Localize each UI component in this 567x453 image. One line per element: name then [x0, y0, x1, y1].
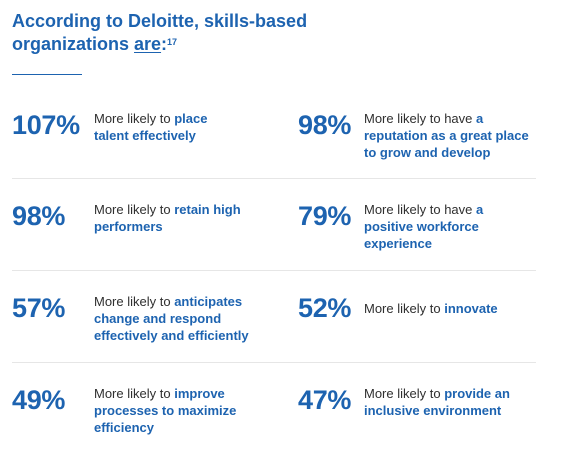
stat-item-7: 49%: [12, 385, 65, 415]
row-divider: [12, 362, 536, 363]
stat-lead: More likely to: [94, 111, 175, 126]
stat-description-2: More likely to have a reputation as a gr…: [364, 110, 534, 161]
stat-description-5: More likely to anticipates change and re…: [94, 293, 264, 344]
stat-value: 57%: [12, 293, 66, 323]
stat-highlight: provide an inclusive environment: [364, 386, 510, 418]
title-underlined-word: are: [134, 34, 162, 54]
stat-item-5: 57%: [12, 293, 65, 323]
stat-description-8: More likely to provide an inclusive envi…: [364, 385, 534, 419]
stat-item-3: 98%: [12, 201, 65, 231]
title-colon: :: [161, 34, 168, 54]
stat-item-4: 79%: [298, 201, 351, 231]
title-line-1: According to Deloitte, skills-based: [12, 11, 308, 31]
stat-item-6: 52%: [298, 293, 351, 323]
stat-lead: More likely to: [364, 301, 445, 316]
stat-highlight: retain high performers: [94, 202, 241, 234]
stat-item-8: 47%: [298, 385, 351, 415]
stat-highlight: innovate: [444, 301, 498, 316]
stat-value: 107%: [12, 110, 80, 140]
stat-lead: More likely to: [94, 386, 175, 401]
stat-value: 52%: [298, 293, 352, 323]
stat-lead: More likely to: [94, 294, 175, 309]
stat-highlight: a positive workforce experience: [364, 202, 484, 251]
stat-highlight: a reputation as a great place to grow an…: [364, 111, 529, 160]
footnote-marker: 17: [167, 37, 178, 47]
stat-description-3: More likely to retain high performers: [94, 201, 244, 235]
stat-description-7: More likely to improve processes to maxi…: [94, 385, 244, 436]
row-divider: [12, 178, 536, 179]
stat-item-1: 107%: [12, 110, 80, 140]
title-divider: [12, 74, 82, 75]
stat-lead: More likely to have: [364, 111, 476, 126]
stat-value: 98%: [12, 201, 66, 231]
stat-value: 47%: [298, 385, 352, 415]
row-divider: [12, 270, 536, 271]
stat-highlight: place talent effectively: [94, 111, 208, 143]
stat-description-6: More likely to innovate: [364, 300, 534, 317]
stat-value: 79%: [298, 201, 352, 231]
stat-description-4: More likely to have a positive workforce…: [364, 201, 514, 252]
title-line-2-start: organizations: [12, 34, 135, 54]
stat-value: 98%: [298, 110, 352, 140]
stat-description-1: More likely to place talent effectively: [94, 110, 244, 144]
stat-highlight: anticipates change and respond effective…: [94, 294, 249, 343]
stat-value: 49%: [12, 385, 66, 415]
page-title: According to Deloitte, skills-based orga…: [12, 10, 342, 56]
stat-lead: More likely to: [94, 202, 175, 217]
stat-item-2: 98%: [298, 110, 351, 140]
stat-lead: More likely to have: [364, 202, 476, 217]
stat-highlight: improve processes to maximize efficiency: [94, 386, 237, 435]
stat-lead: More likely to: [364, 386, 445, 401]
